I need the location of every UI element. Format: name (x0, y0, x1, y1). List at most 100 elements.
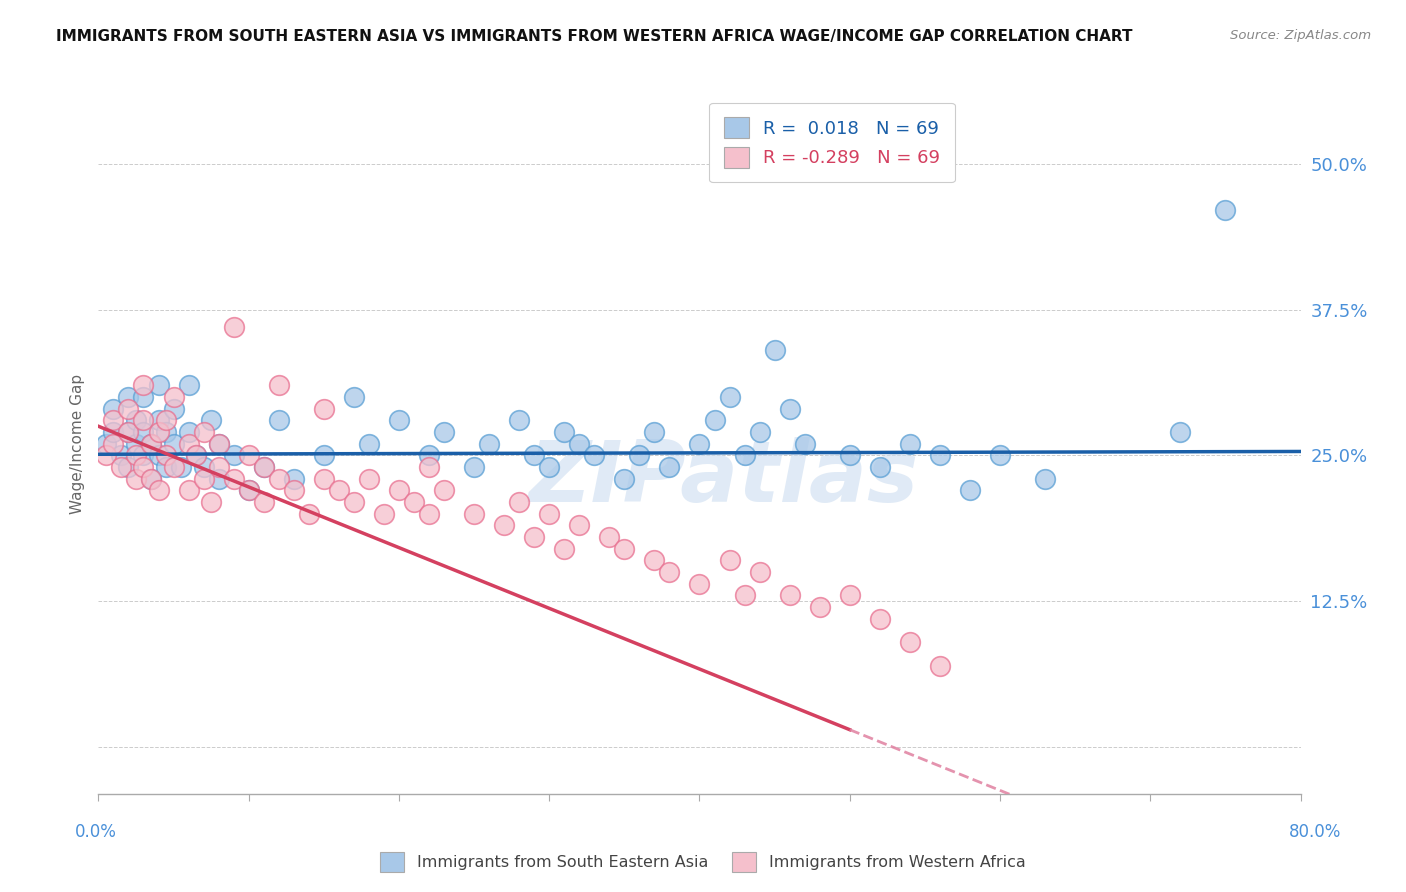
Point (170, 460, 193, 475)
Point (568, 518, 591, 533)
Point (734, 589, 756, 603)
Point (253, 460, 276, 475)
Point (94, 449, 117, 463)
Point (132, 460, 155, 475)
Point (177, 378, 200, 392)
Point (478, 436, 501, 450)
Point (959, 483, 981, 498)
Point (1170, 425, 1192, 439)
Point (238, 449, 260, 463)
Point (222, 472, 245, 486)
Point (328, 483, 350, 498)
Point (193, 425, 215, 439)
Point (117, 460, 139, 475)
Text: 0.0%: 0.0% (75, 822, 117, 840)
Point (523, 449, 546, 463)
Point (643, 553, 665, 567)
Point (613, 472, 636, 486)
Point (267, 413, 290, 427)
Text: ZIPatlas: ZIPatlas (529, 437, 918, 520)
Legend: Immigrants from South Eastern Asia, Immigrants from Western Africa: Immigrants from South Eastern Asia, Immi… (373, 844, 1033, 880)
Point (688, 576, 710, 591)
Point (177, 436, 200, 450)
Text: 80.0%: 80.0% (1288, 822, 1341, 840)
Point (553, 425, 575, 439)
Point (929, 449, 952, 463)
Point (658, 565, 681, 579)
Point (155, 460, 177, 475)
Point (613, 541, 636, 556)
Point (388, 413, 411, 427)
Point (418, 449, 440, 463)
Point (155, 413, 177, 427)
Point (267, 472, 290, 486)
Point (132, 378, 155, 392)
Point (117, 390, 139, 404)
Point (658, 460, 681, 475)
Point (838, 589, 860, 603)
Point (343, 390, 366, 404)
Point (103, 413, 125, 427)
Point (132, 449, 155, 463)
Point (177, 425, 200, 439)
Point (898, 436, 921, 450)
Point (162, 436, 184, 450)
Point (508, 413, 530, 427)
Point (253, 495, 276, 509)
Point (1033, 472, 1056, 486)
Point (132, 413, 155, 427)
Point (184, 449, 207, 463)
Point (148, 425, 170, 439)
Point (838, 449, 860, 463)
Point (139, 436, 162, 450)
Point (793, 436, 815, 450)
Point (238, 483, 260, 498)
Point (538, 460, 561, 475)
Point (132, 390, 155, 404)
Point (139, 436, 162, 450)
Point (222, 449, 245, 463)
Point (208, 436, 231, 450)
Point (155, 449, 177, 463)
Point (357, 472, 380, 486)
Point (357, 436, 380, 450)
Point (298, 507, 321, 521)
Point (162, 460, 184, 475)
Point (718, 553, 741, 567)
Point (748, 565, 770, 579)
Point (553, 541, 575, 556)
Point (132, 425, 155, 439)
Point (103, 425, 125, 439)
Point (139, 472, 162, 486)
Point (628, 449, 651, 463)
Point (110, 449, 132, 463)
Point (538, 507, 561, 521)
Point (177, 483, 200, 498)
Point (253, 460, 276, 475)
Point (283, 472, 305, 486)
Point (139, 472, 162, 486)
Point (208, 460, 231, 475)
Point (110, 460, 132, 475)
Point (193, 460, 215, 475)
Point (583, 449, 606, 463)
Point (208, 472, 231, 486)
Point (238, 483, 260, 498)
Point (312, 449, 335, 463)
Point (125, 449, 148, 463)
Point (418, 460, 440, 475)
Point (148, 413, 170, 427)
Point (869, 612, 891, 626)
Point (117, 425, 139, 439)
Text: Source: ZipAtlas.com: Source: ZipAtlas.com (1230, 29, 1371, 42)
Point (343, 495, 366, 509)
Point (779, 589, 801, 603)
Point (200, 413, 222, 427)
Point (184, 449, 207, 463)
Point (125, 472, 148, 486)
Point (433, 483, 456, 498)
Point (103, 401, 125, 416)
Point (718, 390, 741, 404)
Point (898, 635, 921, 649)
Point (193, 472, 215, 486)
